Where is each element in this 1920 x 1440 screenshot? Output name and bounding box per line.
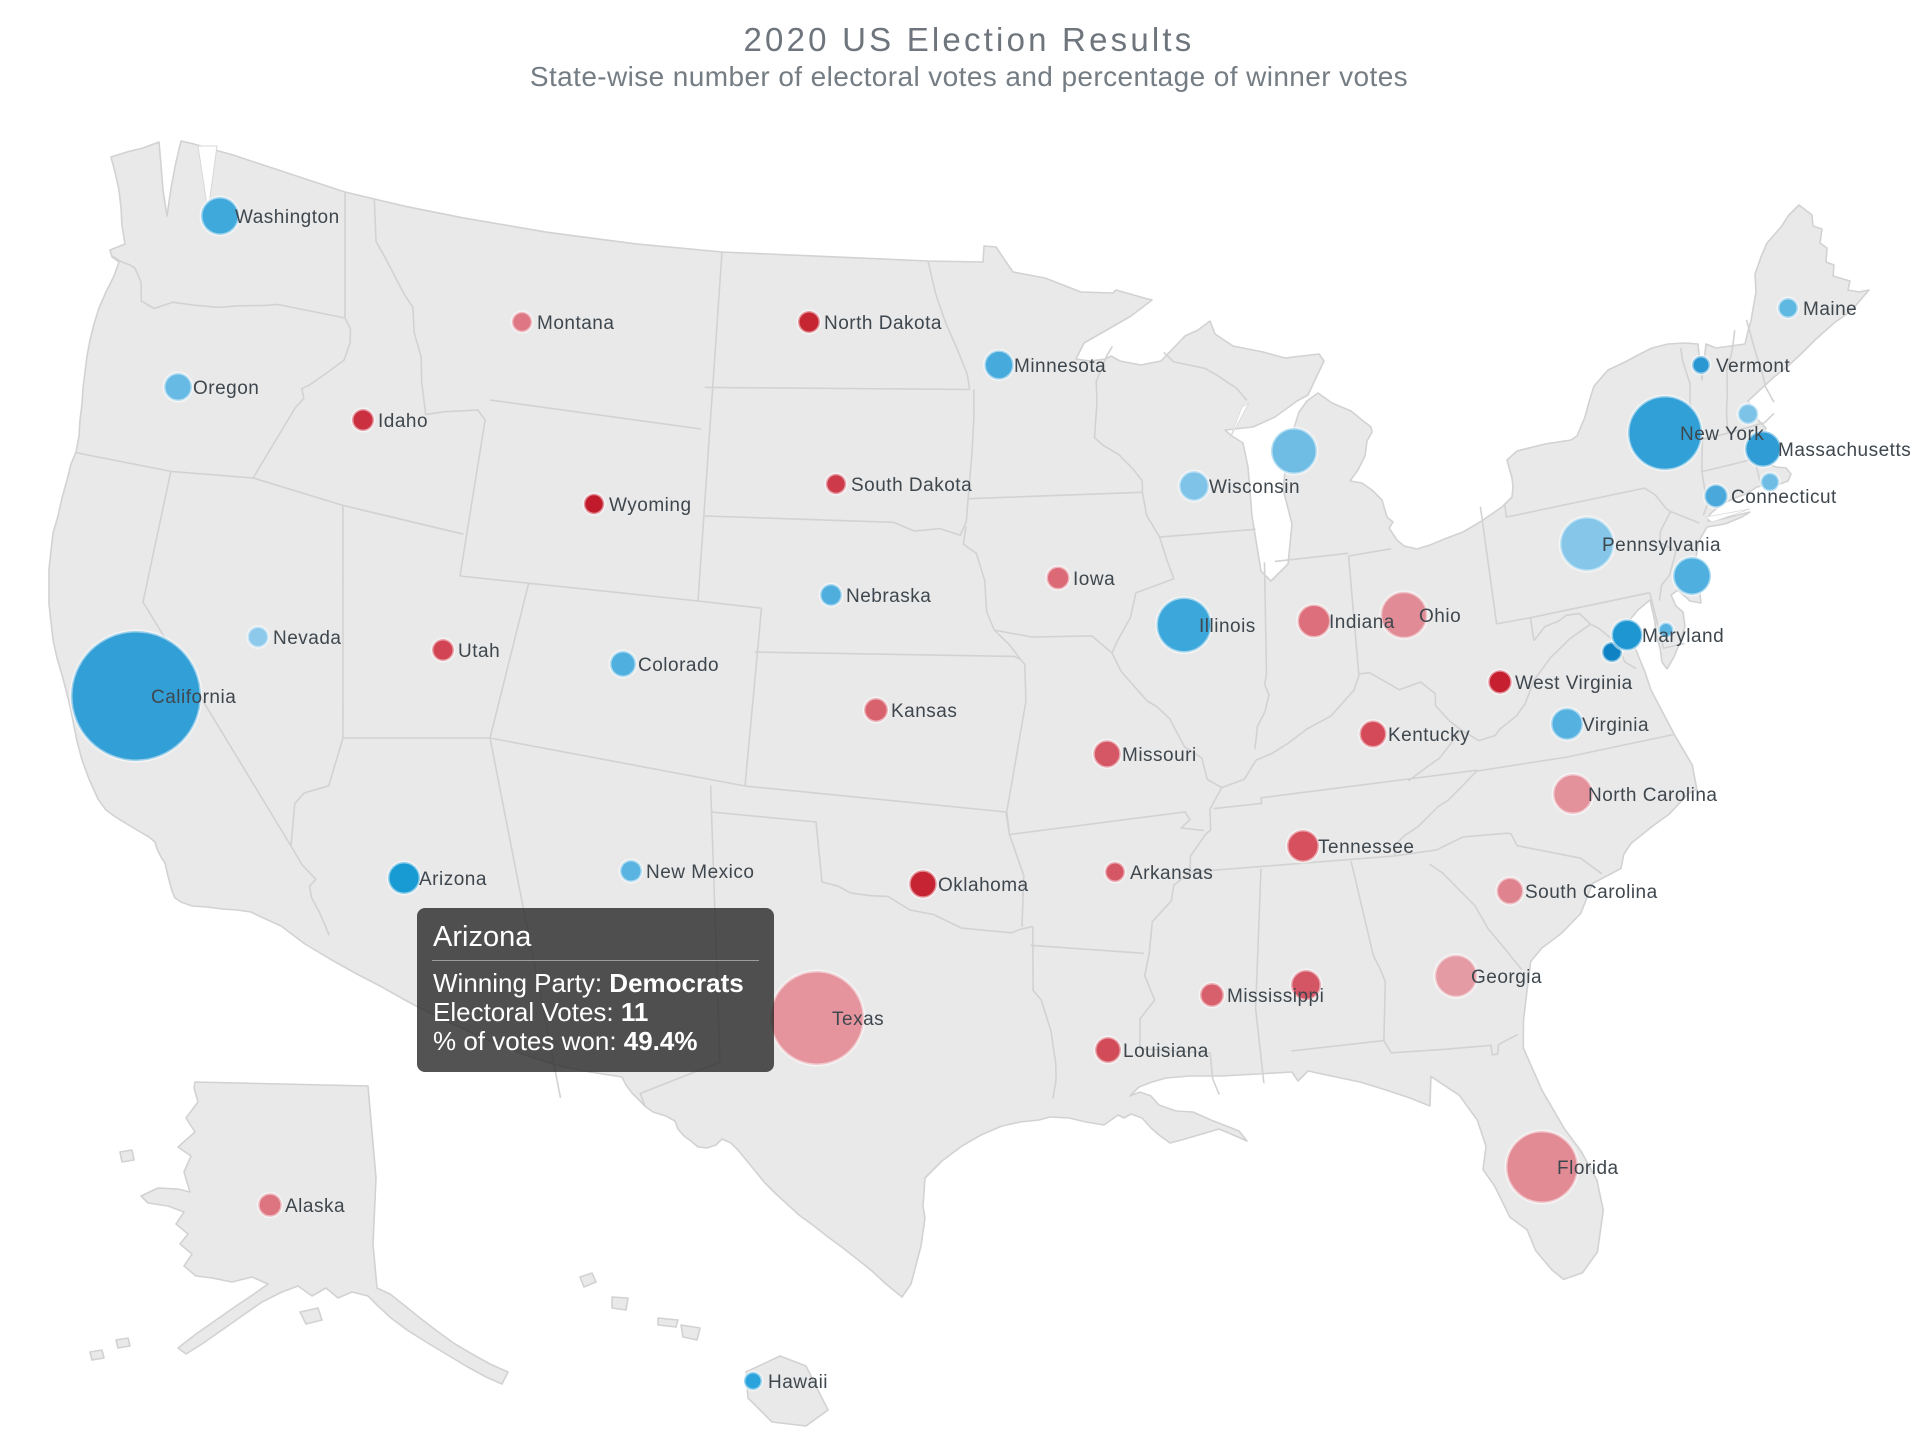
svg-text:Kentucky: Kentucky	[1388, 725, 1470, 746]
svg-text:Connecticut: Connecticut	[1731, 487, 1837, 508]
svg-text:Vermont: Vermont	[1716, 356, 1790, 377]
svg-text:Nebraska: Nebraska	[846, 586, 931, 607]
svg-text:Pennsylvania: Pennsylvania	[1602, 535, 1721, 556]
svg-text:Maine: Maine	[1803, 299, 1857, 320]
svg-text:Tennessee: Tennessee	[1318, 837, 1414, 858]
svg-text:North Carolina: North Carolina	[1588, 785, 1718, 806]
svg-text:California: California	[151, 687, 236, 708]
svg-text:Montana: Montana	[537, 313, 614, 334]
svg-text:Wyoming: Wyoming	[609, 495, 692, 516]
svg-text:Colorado: Colorado	[638, 655, 719, 676]
svg-text:Florida: Florida	[1557, 1158, 1619, 1179]
svg-text:New Mexico: New Mexico	[646, 862, 754, 883]
svg-text:Arkansas: Arkansas	[1130, 863, 1213, 884]
svg-text:Nevada: Nevada	[273, 628, 342, 649]
svg-text:North Dakota: North Dakota	[824, 313, 942, 334]
svg-text:Mississippi: Mississippi	[1227, 986, 1324, 1007]
svg-text:Louisiana: Louisiana	[1123, 1041, 1209, 1062]
svg-text:West Virginia: West Virginia	[1515, 673, 1633, 694]
svg-text:Iowa: Iowa	[1073, 569, 1115, 590]
svg-text:Kansas: Kansas	[891, 701, 957, 722]
svg-text:Virginia: Virginia	[1582, 715, 1649, 736]
svg-text:Minnesota: Minnesota	[1014, 356, 1106, 377]
svg-text:Alaska: Alaska	[285, 1196, 345, 1217]
svg-text:Maryland: Maryland	[1642, 626, 1724, 647]
svg-text:Wisconsin: Wisconsin	[1209, 477, 1300, 498]
svg-text:Indiana: Indiana	[1329, 612, 1395, 633]
svg-text:Arizona: Arizona	[419, 869, 487, 890]
svg-text:South Carolina: South Carolina	[1525, 882, 1658, 903]
svg-text:Massachusetts: Massachusetts	[1778, 440, 1911, 461]
svg-text:Oklahoma: Oklahoma	[938, 875, 1029, 896]
svg-text:Ohio: Ohio	[1419, 606, 1461, 627]
svg-text:Utah: Utah	[458, 641, 500, 662]
svg-text:Hawaii: Hawaii	[768, 1372, 828, 1393]
svg-text:Missouri: Missouri	[1122, 745, 1197, 766]
svg-text:Georgia: Georgia	[1471, 967, 1542, 988]
svg-text:Texas: Texas	[832, 1009, 884, 1030]
svg-text:Illinois: Illinois	[1199, 616, 1256, 637]
svg-text:Washington: Washington	[235, 207, 340, 228]
svg-text:Idaho: Idaho	[378, 411, 428, 432]
svg-text:South Dakota: South Dakota	[851, 475, 972, 496]
svg-text:New York: New York	[1680, 424, 1764, 445]
svg-text:Oregon: Oregon	[193, 378, 259, 399]
